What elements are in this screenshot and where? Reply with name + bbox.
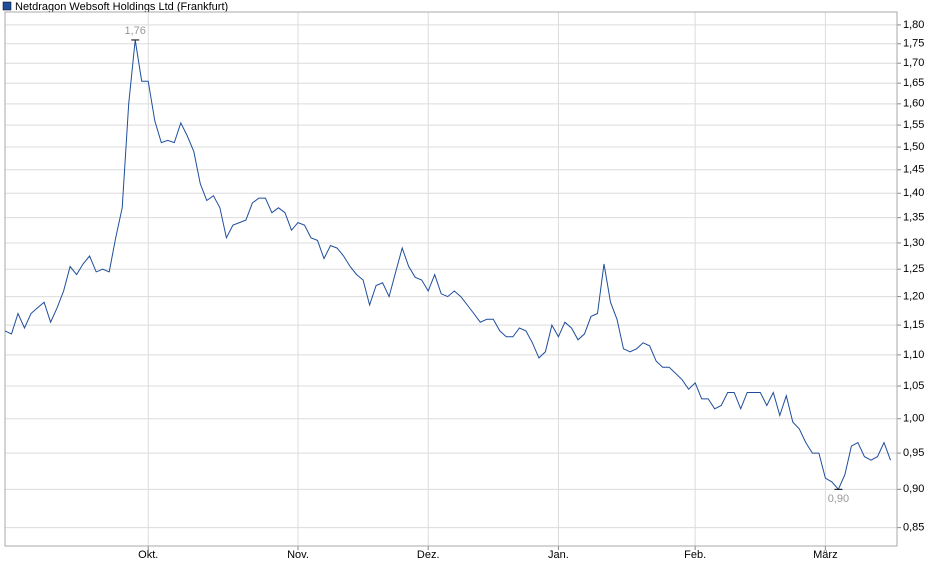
price-line [4,39,891,491]
y-tick-label: 1,05 [903,380,924,392]
y-tick-label: 1,50 [903,141,924,153]
y-tick-label: 1,30 [903,237,924,249]
y-tick-label: 1,25 [903,263,924,275]
y-tick-label: 1,20 [903,290,924,302]
y-tick-label: 1,45 [903,164,924,176]
y-tick-label: 1,65 [903,77,924,89]
y-tick-label: 0,85 [903,522,924,534]
y-tick-label: 1,80 [903,19,924,31]
annotation-label: 0,90 [828,493,849,505]
x-tick-label: Okt. [138,549,158,561]
legend-label: Netdragon Websoft Holdings Ltd (Frankfur… [15,1,228,13]
y-tick-label: 0,90 [903,483,924,495]
y-tick-label: 1,40 [903,187,924,199]
x-tick-label: Jan. [548,549,569,561]
x-tick-label: März [813,549,837,561]
annotation-label: 1,76 [125,25,146,37]
y-tick-label: 1,15 [903,319,924,331]
y-tick-label: 1,00 [903,413,924,425]
y-tick-label: 1,70 [903,57,924,69]
x-tick-label: Nov. [287,549,309,561]
legend-swatch [2,1,12,11]
y-tick-label: 1,10 [903,349,924,361]
plot-frame [4,11,898,547]
y-tick-label: 1,75 [903,38,924,50]
y-tick-label: 1,55 [903,119,924,131]
y-tick-label: 1,35 [903,212,924,224]
y-tick-label: 1,60 [903,98,924,110]
x-tick-label: Feb. [684,549,706,561]
y-tick-label: 0,95 [903,447,924,459]
x-tick-label: Dez. [417,549,440,561]
